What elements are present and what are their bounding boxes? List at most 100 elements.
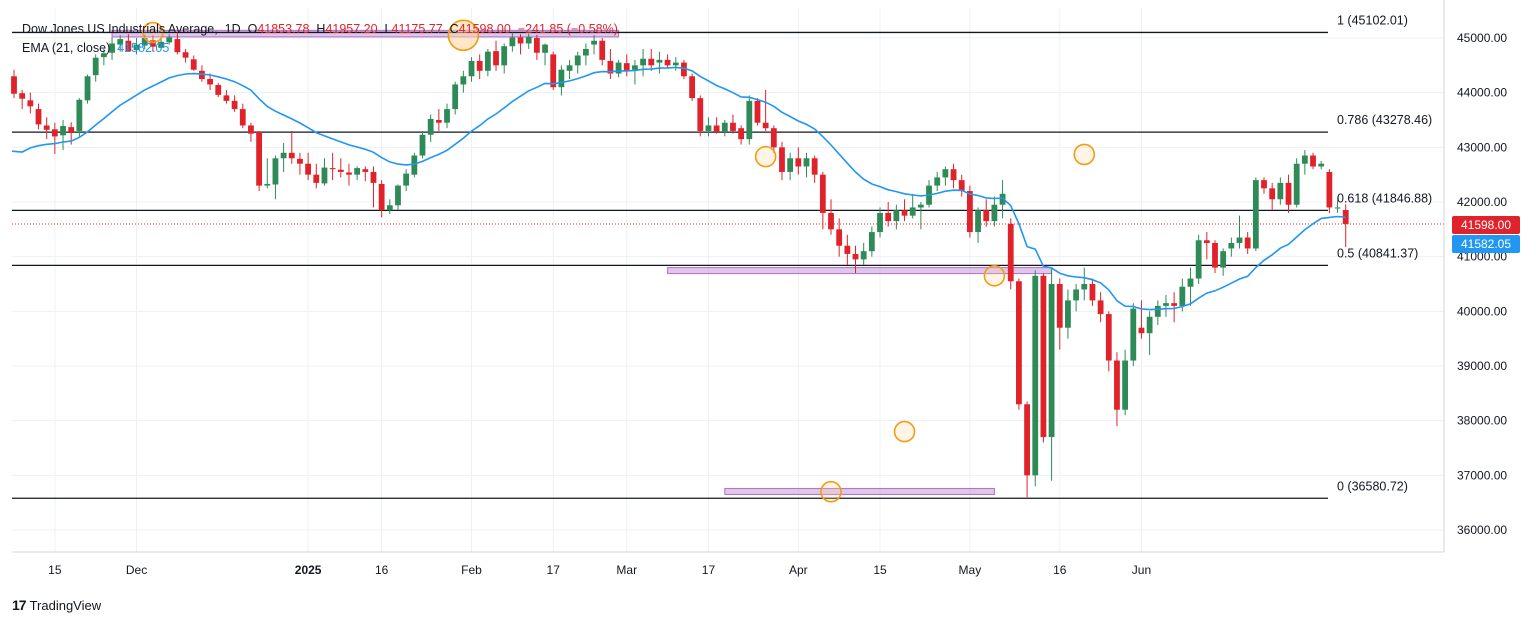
candle-body bbox=[779, 147, 785, 172]
candle-body bbox=[403, 173, 410, 186]
candle-body bbox=[313, 174, 320, 183]
zone-rect bbox=[111, 29, 620, 38]
candle-body bbox=[1081, 284, 1088, 290]
y-tick-label: 37000.00 bbox=[1457, 468, 1507, 482]
candle-body bbox=[648, 58, 655, 66]
candle-body bbox=[852, 253, 859, 260]
candle-body bbox=[1334, 207, 1341, 209]
candle-body bbox=[1212, 243, 1218, 268]
chart-grid bbox=[12, 8, 1444, 552]
ema-label[interactable]: EMA (21, close) bbox=[22, 41, 111, 55]
candle-body bbox=[248, 125, 254, 134]
candle-body bbox=[329, 168, 336, 170]
candle-body bbox=[378, 183, 385, 211]
candle-body bbox=[76, 99, 83, 131]
candle-body bbox=[158, 41, 164, 48]
circle-marker bbox=[983, 264, 1006, 287]
candle-body bbox=[1056, 284, 1063, 328]
candle-body bbox=[1114, 360, 1120, 410]
candle-body bbox=[1171, 303, 1178, 306]
candle-body bbox=[280, 152, 287, 159]
fib-level-layer: 1 (45102.01) 0.786 (43278.46) 0.618 (41846… bbox=[12, 13, 1444, 499]
candle-body bbox=[1277, 182, 1284, 200]
circle-marker bbox=[820, 480, 842, 503]
candle-body bbox=[909, 207, 916, 216]
x-tick-label: 17 bbox=[547, 563, 561, 577]
brand-label: TradingView bbox=[29, 597, 102, 613]
candle-body bbox=[354, 168, 361, 175]
x-tick-label: Apr bbox=[789, 563, 808, 577]
change-value: −241.85 (−0.58%) bbox=[517, 22, 618, 36]
candle-body bbox=[983, 210, 990, 222]
candle-body bbox=[239, 109, 246, 126]
candle-body bbox=[1138, 327, 1145, 334]
candle-body bbox=[484, 51, 491, 71]
candle-body bbox=[787, 158, 794, 172]
candle-layer bbox=[11, 32, 1349, 498]
fib-label: 1 (45102.01) bbox=[1337, 13, 1408, 27]
candle-body bbox=[182, 52, 189, 58]
candle-body bbox=[1122, 360, 1129, 410]
candle-body bbox=[435, 120, 442, 123]
circle-marker bbox=[1073, 143, 1096, 166]
candle-body bbox=[444, 109, 450, 123]
close-label: C bbox=[449, 22, 459, 36]
candle-body bbox=[174, 39, 181, 53]
candle-body bbox=[1236, 237, 1243, 243]
candle-body bbox=[599, 40, 606, 60]
candle-body bbox=[885, 212, 892, 222]
x-tick-label: 15 bbox=[48, 563, 62, 577]
y-tick-label: 43000.00 bbox=[1457, 140, 1507, 154]
y-tick-label: 39000.00 bbox=[1457, 359, 1507, 373]
candle-body bbox=[84, 76, 91, 101]
candle-body bbox=[346, 172, 352, 175]
candle-body bbox=[640, 58, 646, 66]
ema-header: EMA (21, close) 41582.05 bbox=[22, 41, 169, 55]
zone-rect bbox=[724, 487, 995, 495]
circle-marker bbox=[754, 145, 777, 168]
candle-body bbox=[476, 60, 483, 71]
candle-body bbox=[525, 36, 532, 44]
candle-body bbox=[950, 169, 957, 181]
candle-body bbox=[803, 158, 810, 167]
candle-body bbox=[11, 76, 17, 94]
candle-body bbox=[991, 204, 998, 222]
candle-body bbox=[999, 193, 1006, 205]
candle-body bbox=[607, 60, 614, 74]
candle-body bbox=[411, 155, 418, 175]
y-tick-label: 36000.00 bbox=[1457, 523, 1507, 537]
candle-body bbox=[1105, 314, 1112, 361]
fib-label: 0.5 (40841.37) bbox=[1337, 246, 1418, 260]
x-tick-label: 16 bbox=[1053, 563, 1067, 577]
candle-body bbox=[386, 205, 393, 211]
axes-layer: 36000.00 37000.00 38000.00 39000.00 40000.00… bbox=[12, 0, 1507, 577]
candle-body bbox=[272, 158, 279, 185]
candle-body bbox=[427, 118, 434, 135]
ema-value: 41582.05 bbox=[117, 41, 170, 55]
fib-label: 0 (36580.72) bbox=[1337, 479, 1408, 493]
candle-body bbox=[868, 232, 875, 252]
candle-body bbox=[656, 59, 663, 63]
open-label: O bbox=[247, 22, 258, 36]
fib-label: 0.786 (43278.46) bbox=[1337, 113, 1432, 127]
candle-body bbox=[288, 152, 295, 159]
candle-body bbox=[730, 122, 736, 131]
circle-markers-layer bbox=[142, 19, 1096, 503]
x-tick-label: Dec bbox=[126, 563, 147, 577]
candle-body bbox=[468, 60, 475, 77]
candle-body bbox=[542, 44, 548, 53]
fib-label: 0.618 (41846.88) bbox=[1337, 191, 1432, 205]
candle-body bbox=[517, 37, 524, 44]
tradingview-logo[interactable]: 17 TradingView bbox=[12, 597, 101, 613]
candle-body bbox=[697, 98, 704, 131]
tradingview-icon: 17 bbox=[12, 597, 27, 613]
candle-body bbox=[509, 37, 516, 47]
candle-body bbox=[819, 174, 826, 213]
ema-price-tag: 41582.05 bbox=[1452, 235, 1520, 253]
x-tick-label: Mar bbox=[616, 563, 637, 577]
candle-body bbox=[493, 51, 499, 66]
candle-body bbox=[574, 55, 581, 66]
candle-body bbox=[1146, 316, 1153, 334]
candle-body bbox=[1048, 284, 1055, 438]
